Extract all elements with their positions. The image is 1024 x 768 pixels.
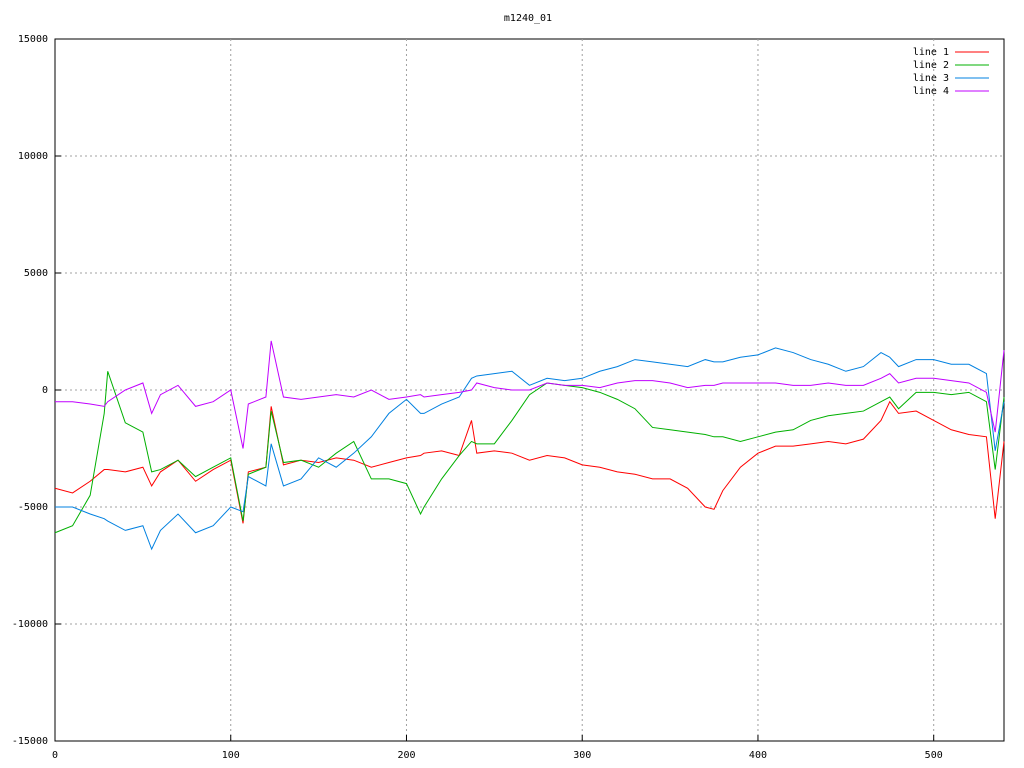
y-tick-label: 5000 bbox=[24, 268, 48, 279]
x-tick-label: 500 bbox=[925, 750, 943, 761]
x-tick-label: 100 bbox=[222, 750, 240, 761]
x-tick-label: 300 bbox=[573, 750, 591, 761]
y-tick-label: 0 bbox=[42, 385, 48, 396]
legend-label: line 2 bbox=[913, 60, 949, 71]
series-line bbox=[55, 340, 1005, 449]
series-line bbox=[55, 347, 1005, 551]
legend-label: line 4 bbox=[913, 86, 949, 97]
x-tick-label: 0 bbox=[52, 750, 58, 761]
chart-title: m1240_01 bbox=[504, 13, 552, 24]
x-tick-label: 200 bbox=[397, 750, 415, 761]
y-tick-label: 10000 bbox=[18, 151, 48, 162]
y-tick-label: -15000 bbox=[12, 736, 48, 747]
legend-label: line 3 bbox=[913, 73, 949, 84]
y-tick-label: 15000 bbox=[18, 34, 48, 45]
y-tick-label: -5000 bbox=[18, 502, 48, 513]
series-line bbox=[54, 400, 1005, 524]
x-tick-label: 400 bbox=[749, 750, 767, 761]
series-line bbox=[54, 371, 1005, 534]
legend-label: line 1 bbox=[913, 47, 949, 58]
y-tick-label: -10000 bbox=[12, 619, 48, 630]
